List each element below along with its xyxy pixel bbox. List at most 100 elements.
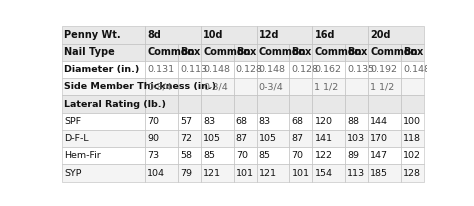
Bar bbox=[145, 113, 178, 130]
Bar bbox=[145, 44, 178, 61]
Bar bbox=[201, 44, 234, 61]
Text: Common: Common bbox=[314, 47, 362, 57]
Text: Box: Box bbox=[347, 47, 367, 57]
Text: Penny Wt.: Penny Wt. bbox=[64, 30, 121, 40]
Text: 68: 68 bbox=[236, 117, 248, 126]
Bar bbox=[201, 147, 234, 164]
Bar bbox=[62, 164, 145, 182]
Text: SYP: SYP bbox=[64, 169, 82, 178]
Bar bbox=[145, 147, 178, 164]
Bar bbox=[145, 78, 178, 95]
Text: D-F-L: D-F-L bbox=[64, 134, 89, 143]
Text: 10d: 10d bbox=[203, 30, 224, 40]
Bar bbox=[368, 78, 401, 95]
Bar bbox=[145, 95, 178, 113]
Bar bbox=[368, 26, 424, 44]
Bar bbox=[234, 44, 256, 61]
Bar bbox=[178, 95, 201, 113]
Text: 72: 72 bbox=[180, 134, 192, 143]
Text: 121: 121 bbox=[203, 169, 221, 178]
Bar bbox=[368, 164, 401, 182]
Bar bbox=[256, 78, 289, 95]
Bar bbox=[312, 78, 345, 95]
Text: 103: 103 bbox=[347, 134, 365, 143]
Bar bbox=[62, 130, 145, 147]
Text: 0.148: 0.148 bbox=[403, 65, 430, 74]
Bar bbox=[201, 61, 234, 78]
Text: 70: 70 bbox=[236, 151, 248, 160]
Text: 79: 79 bbox=[180, 169, 192, 178]
Bar bbox=[178, 130, 201, 147]
Bar bbox=[256, 26, 312, 44]
Text: 144: 144 bbox=[370, 117, 388, 126]
Text: 0.162: 0.162 bbox=[314, 65, 341, 74]
Bar bbox=[256, 130, 289, 147]
Bar bbox=[289, 147, 312, 164]
Bar bbox=[345, 147, 368, 164]
Text: Box: Box bbox=[403, 47, 423, 57]
Text: 154: 154 bbox=[314, 169, 332, 178]
Text: 147: 147 bbox=[370, 151, 388, 160]
Text: 0.135: 0.135 bbox=[347, 65, 374, 74]
Bar bbox=[234, 95, 256, 113]
Bar bbox=[234, 61, 256, 78]
Text: 0-3/4: 0-3/4 bbox=[147, 82, 172, 91]
Bar bbox=[368, 147, 401, 164]
Bar bbox=[201, 130, 234, 147]
Bar bbox=[256, 44, 289, 61]
Bar bbox=[256, 164, 289, 182]
Text: Side Member Thickness (in.): Side Member Thickness (in.) bbox=[64, 82, 217, 91]
Text: 101: 101 bbox=[236, 169, 254, 178]
Bar bbox=[401, 113, 424, 130]
Bar bbox=[145, 130, 178, 147]
Text: 120: 120 bbox=[314, 117, 332, 126]
Bar bbox=[345, 95, 368, 113]
Text: 70: 70 bbox=[292, 151, 303, 160]
Text: 128: 128 bbox=[403, 169, 421, 178]
Bar bbox=[289, 61, 312, 78]
Text: Common: Common bbox=[259, 47, 306, 57]
Bar bbox=[312, 95, 345, 113]
Bar bbox=[145, 164, 178, 182]
Bar bbox=[178, 147, 201, 164]
Text: 87: 87 bbox=[292, 134, 303, 143]
Bar bbox=[62, 26, 145, 44]
Bar bbox=[345, 130, 368, 147]
Text: Box: Box bbox=[236, 47, 256, 57]
Bar bbox=[62, 61, 145, 78]
Text: Diameter (in.): Diameter (in.) bbox=[64, 65, 140, 74]
Bar bbox=[62, 147, 145, 164]
Bar bbox=[256, 95, 289, 113]
Text: Box: Box bbox=[180, 47, 201, 57]
Text: 16d: 16d bbox=[314, 30, 335, 40]
Bar bbox=[201, 95, 234, 113]
Text: Common: Common bbox=[203, 47, 251, 57]
Bar bbox=[178, 78, 201, 95]
Bar bbox=[401, 44, 424, 61]
Bar bbox=[312, 147, 345, 164]
Bar bbox=[178, 164, 201, 182]
Text: Hem-Fir: Hem-Fir bbox=[64, 151, 101, 160]
Bar bbox=[234, 147, 256, 164]
Bar bbox=[234, 164, 256, 182]
Text: 0.113: 0.113 bbox=[180, 65, 207, 74]
Text: 88: 88 bbox=[347, 117, 359, 126]
Bar bbox=[62, 113, 145, 130]
Bar bbox=[345, 61, 368, 78]
Bar bbox=[368, 130, 401, 147]
Text: 85: 85 bbox=[259, 151, 271, 160]
Text: 68: 68 bbox=[292, 117, 303, 126]
Text: 85: 85 bbox=[203, 151, 215, 160]
Text: 87: 87 bbox=[236, 134, 248, 143]
Bar bbox=[345, 164, 368, 182]
Bar bbox=[345, 44, 368, 61]
Bar bbox=[289, 78, 312, 95]
Text: 102: 102 bbox=[403, 151, 421, 160]
Text: 0-3/4: 0-3/4 bbox=[259, 82, 283, 91]
Text: 0.148: 0.148 bbox=[203, 65, 230, 74]
Bar bbox=[289, 95, 312, 113]
Bar bbox=[312, 164, 345, 182]
Text: 58: 58 bbox=[180, 151, 192, 160]
Text: 118: 118 bbox=[403, 134, 421, 143]
Bar bbox=[368, 44, 401, 61]
